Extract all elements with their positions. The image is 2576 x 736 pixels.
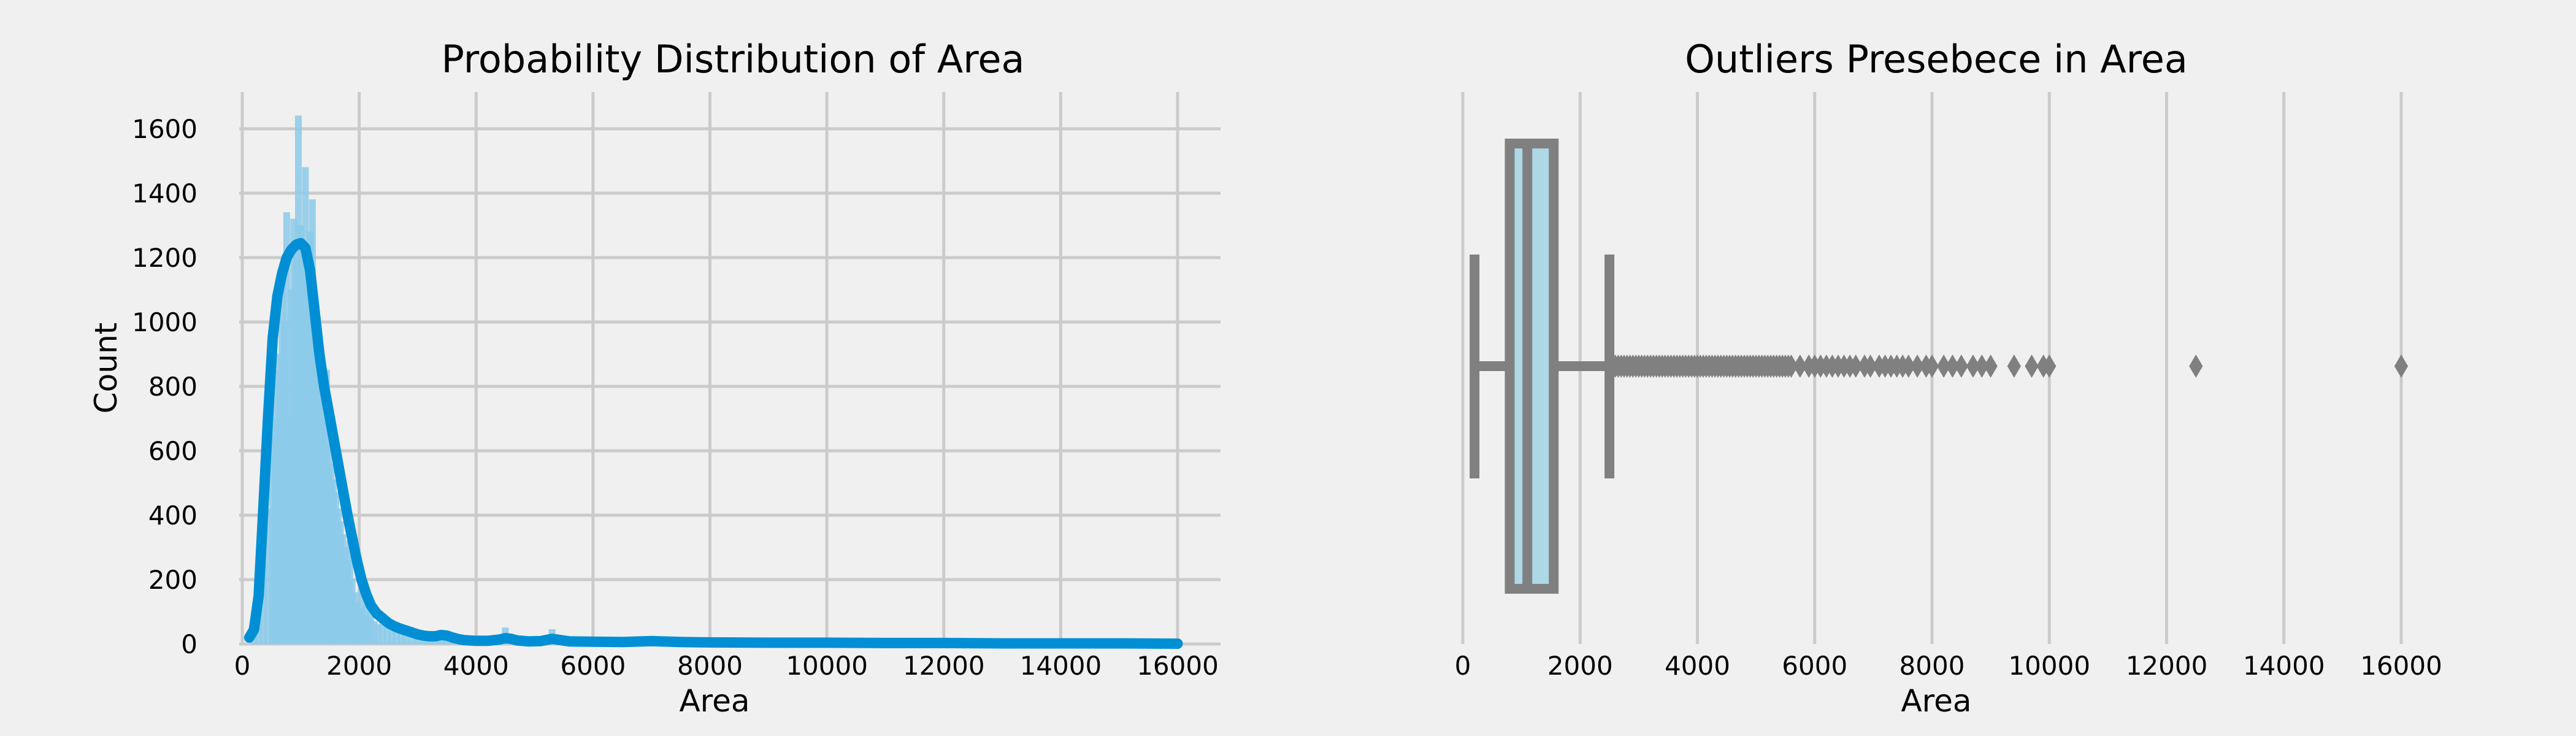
x-tick-label: 0: [1455, 651, 1471, 681]
histogram-y-label: Count: [88, 323, 124, 414]
outlier-point: [1954, 355, 1968, 378]
x-tick-label: 6000: [560, 651, 626, 681]
boxplot-title: Outliers Presebece in Area: [1685, 37, 2188, 82]
histogram-panel: Probability Distribution of Area 0 2000 40…: [88, 37, 1221, 719]
y-tick-label: 1600: [132, 114, 197, 144]
boxplot-box: [1470, 139, 1615, 594]
y-tick-label: 200: [148, 565, 197, 595]
boxplot-x-label: Area: [1901, 683, 1971, 719]
y-tick-label: 1400: [132, 178, 197, 209]
outlier-point: [2189, 355, 2203, 378]
outlier-point: [2042, 355, 2057, 378]
kde-line: [243, 237, 1183, 649]
x-tick-label: 12000: [903, 651, 985, 681]
x-tick-label: 10000: [2008, 651, 2090, 681]
histogram-title: Probability Distribution of Area: [441, 37, 1024, 82]
x-tick-label: 8000: [677, 651, 743, 681]
y-tick-label: 800: [148, 372, 197, 402]
x-tick-label: 8000: [1899, 651, 1965, 681]
boxplot-x-ticks: 0 2000 4000 6000 8000 10000 12000 14000 16000: [1455, 651, 2442, 681]
x-tick-label: 16000: [2360, 651, 2442, 681]
histogram-bars: [250, 115, 1181, 645]
x-tick-label: 6000: [1782, 651, 1847, 681]
boxplot-outliers: [1605, 355, 2409, 378]
outlier-point: [2394, 355, 2409, 378]
x-tick-label: 10000: [786, 651, 868, 681]
histogram-grid: [239, 92, 1221, 646]
x-tick-label: 12000: [2126, 651, 2208, 681]
x-tick-label: 4000: [443, 651, 509, 681]
x-tick-label: 16000: [1137, 651, 1219, 681]
y-tick-label: 600: [148, 436, 197, 466]
outlier-point: [2007, 355, 2022, 378]
y-tick-label: 0: [181, 629, 197, 659]
x-tick-label: 2000: [326, 651, 392, 681]
x-tick-label: 2000: [1547, 651, 1613, 681]
y-tick-label: 400: [148, 500, 197, 531]
outlier-point: [1925, 355, 1939, 378]
histogram-y-ticks: 0 200 400 600 800 1000 1200 1400 1600: [132, 114, 197, 659]
boxplot-panel: Outliers Presebece in Area 0 2000 4000 6000…: [1455, 37, 2442, 719]
histogram-x-label: Area: [679, 683, 749, 719]
x-tick-label: 14000: [2243, 651, 2325, 681]
x-tick-label: 0: [234, 651, 251, 681]
x-tick-label: 4000: [1665, 651, 1730, 681]
x-tick-label: 14000: [1020, 651, 1102, 681]
outlier-point: [2025, 355, 2039, 378]
outlier-point: [1984, 355, 1998, 378]
histogram-x-ticks: 0 2000 4000 6000 8000 10000 12000 14000 16000: [234, 651, 1219, 681]
y-tick-label: 1200: [132, 243, 197, 273]
y-tick-label: 1000: [132, 307, 197, 337]
